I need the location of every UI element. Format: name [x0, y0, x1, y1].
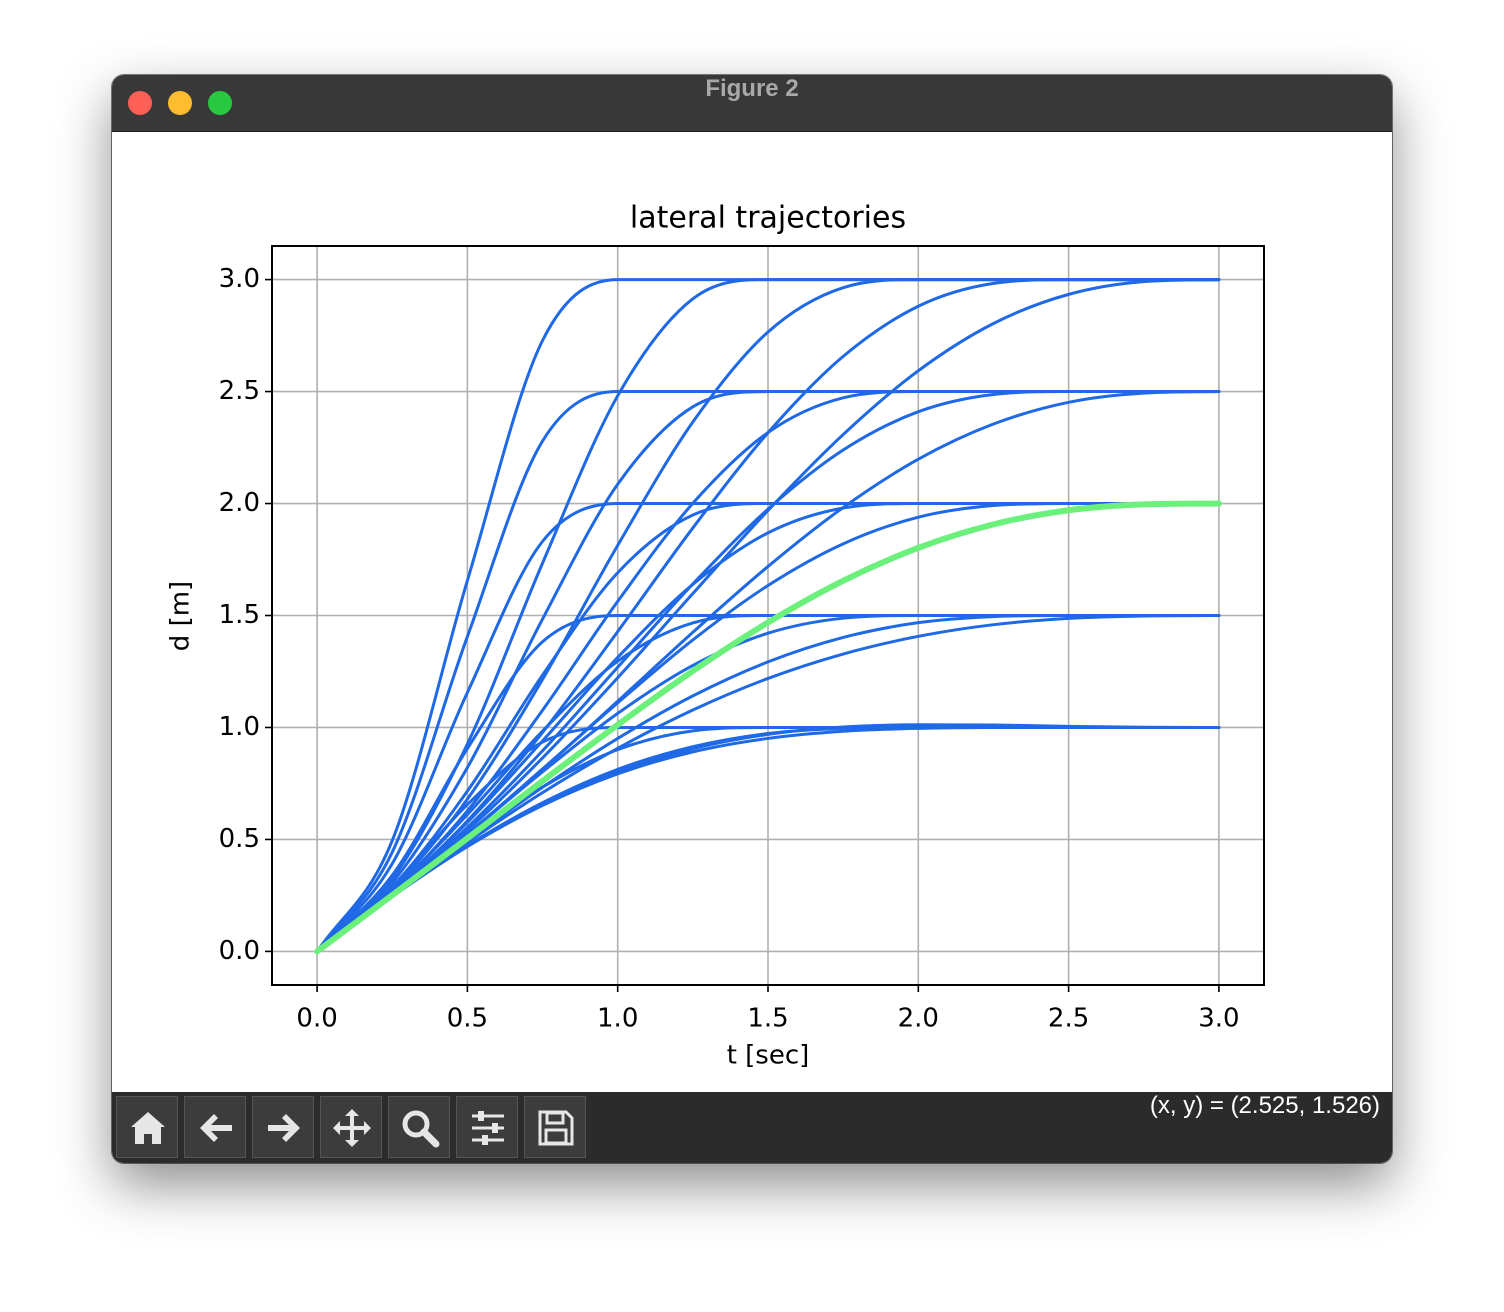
- plot-lines: [314, 278, 1222, 955]
- x-tick-label: 2.5: [1048, 1004, 1089, 1034]
- x-axis-label: t [sec]: [727, 1041, 810, 1071]
- back-icon: [200, 1114, 232, 1142]
- window-title: Figure 2: [705, 75, 799, 102]
- trajectory-line: [315, 278, 1221, 953]
- trajectory-line: [315, 278, 1221, 953]
- zoom-icon: [402, 1110, 440, 1148]
- y-axis-label: d [m]: [166, 581, 196, 651]
- y-tick-label: 1.5: [219, 600, 260, 630]
- y-tick-label: 0.5: [219, 824, 260, 854]
- pan-icon: [333, 1109, 371, 1147]
- x-tick-label: 3.0: [1198, 1004, 1239, 1034]
- x-tick-label: 1.5: [747, 1004, 788, 1034]
- chart-title: lateral trajectories: [630, 201, 906, 236]
- trajectory-line: [315, 614, 1221, 953]
- x-tick-label: 0.0: [296, 1004, 337, 1034]
- close-button[interactable]: [128, 91, 152, 115]
- y-tick-label: 2.0: [219, 488, 260, 518]
- trajectory-line: [315, 390, 1221, 953]
- zoom-tool-button[interactable]: [388, 1096, 450, 1158]
- save-icon: [538, 1110, 574, 1146]
- title-bar: Figure 2: [112, 75, 1392, 132]
- ticks: 0.0 0.5 1.0 1.5 2.0 2.5 3.0 0.0 0.5 1.0 1.5 2.0 2.5 3…: [219, 264, 1240, 1033]
- forward-button[interactable]: [252, 1096, 314, 1158]
- configure-button[interactable]: [456, 1096, 518, 1158]
- y-tick-label: 2.5: [219, 376, 260, 406]
- x-tick-label: 2.0: [898, 1004, 939, 1034]
- x-tick-label: 0.5: [447, 1004, 488, 1034]
- chart: lateral trajectories t [sec] d [m] 0.0 0.…: [166, 201, 1265, 1071]
- home-button[interactable]: [116, 1096, 178, 1158]
- x-tick-label: 1.0: [597, 1004, 638, 1034]
- toolbar: (x, y) = (2.525, 1.526): [112, 1092, 1392, 1163]
- trajectory-line: [315, 723, 1221, 953]
- y-tick-label: 1.0: [219, 712, 260, 742]
- window: Figure 2 lateral trajectories t [sec] d …: [112, 75, 1392, 1163]
- forward-icon: [268, 1114, 300, 1142]
- zoom-button[interactable]: [208, 91, 232, 115]
- cursor-status: (x, y) = (2.525, 1.526): [1149, 1092, 1380, 1119]
- home-icon: [131, 1112, 165, 1144]
- y-tick-label: 0.0: [219, 936, 260, 966]
- y-tick-label: 3.0: [219, 264, 260, 294]
- back-button[interactable]: [184, 1096, 246, 1158]
- save-button[interactable]: [524, 1096, 586, 1158]
- trajectory-line: [315, 390, 1221, 953]
- minimize-button[interactable]: [168, 91, 192, 115]
- configure-icon: [472, 1111, 504, 1145]
- trajectory-line: [314, 500, 1222, 955]
- pan-button[interactable]: [320, 1096, 382, 1158]
